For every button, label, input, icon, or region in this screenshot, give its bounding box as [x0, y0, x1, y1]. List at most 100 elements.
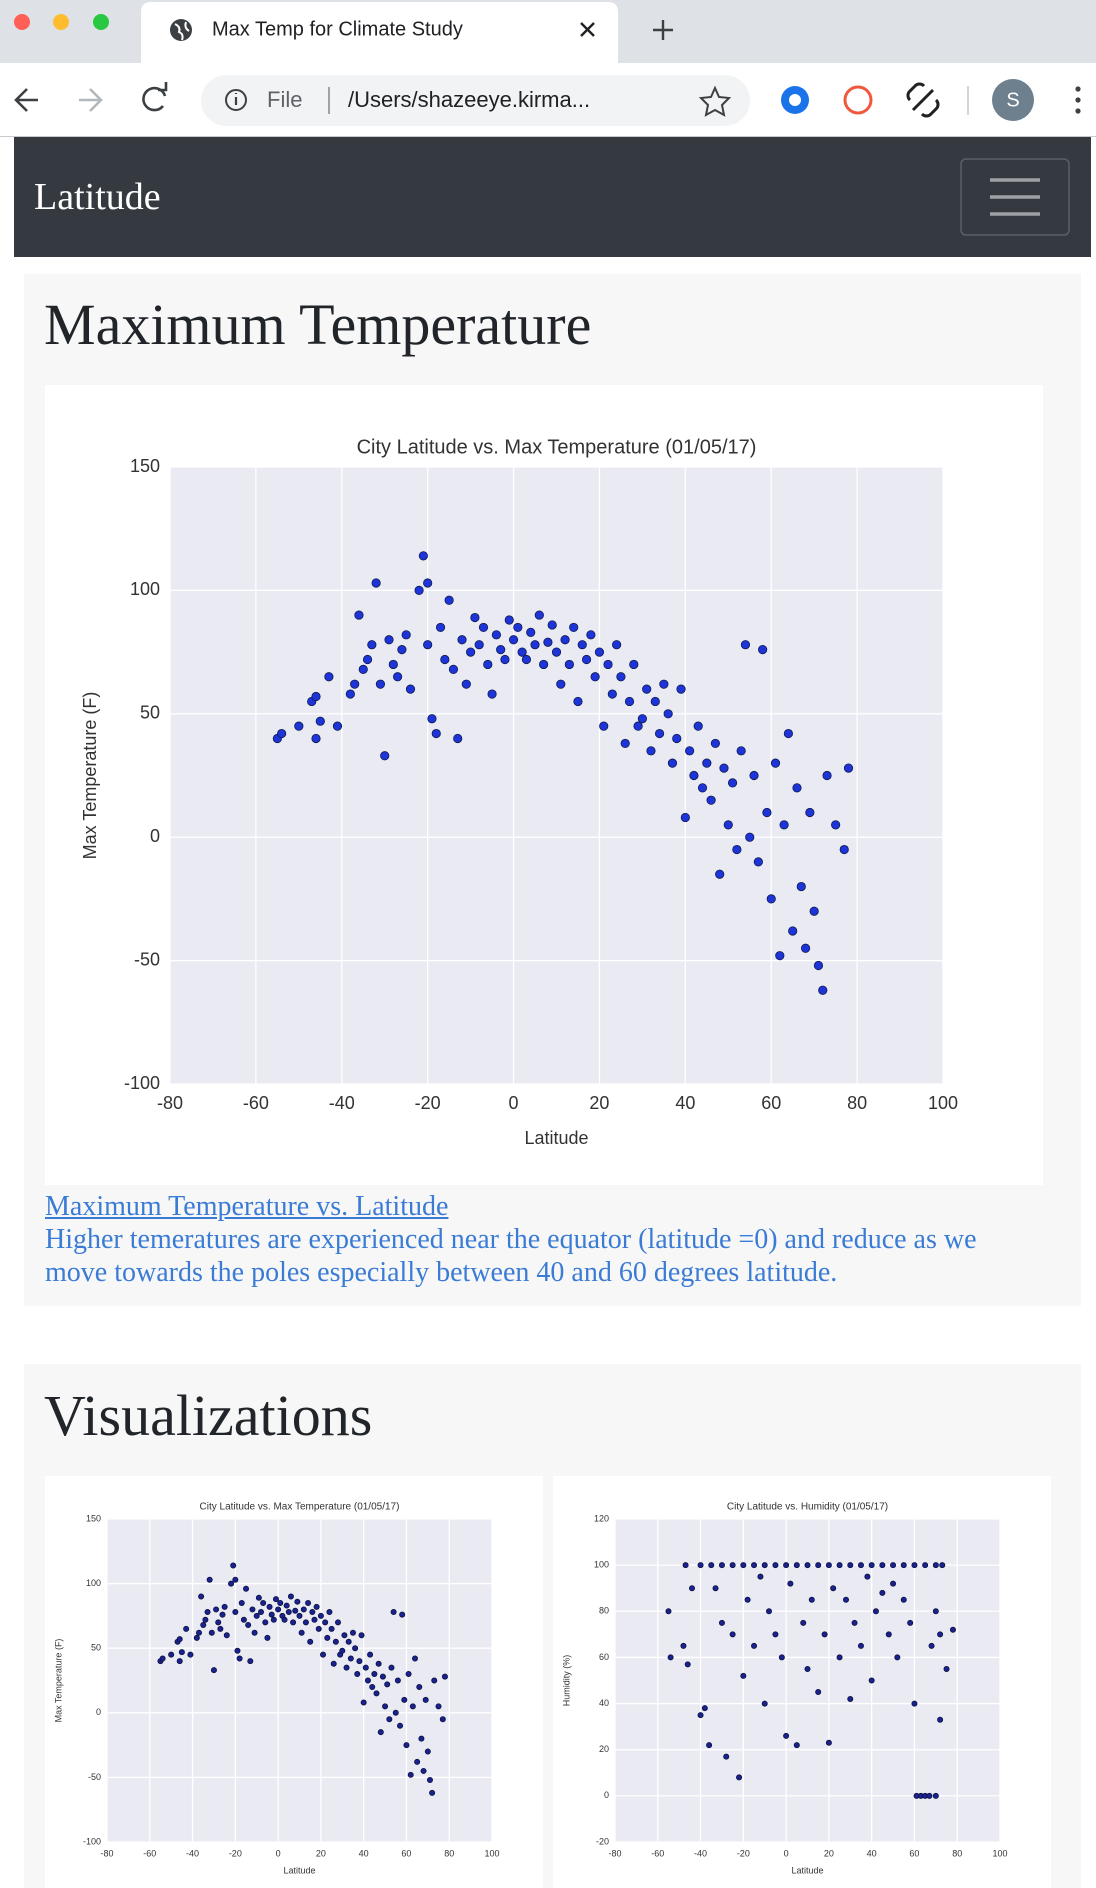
- scatter-point: [740, 640, 751, 650]
- menu-dot[interactable]: [1075, 108, 1081, 114]
- scatter-point: [491, 630, 501, 640]
- scatter-point: [405, 1671, 412, 1678]
- scatter-point: [783, 728, 794, 739]
- info-icon[interactable]: [225, 89, 247, 111]
- scatter-point: [358, 1632, 365, 1639]
- scatter-point: [688, 1585, 695, 1592]
- scatter-point: [275, 1606, 282, 1613]
- scatter-point: [334, 1619, 341, 1626]
- scatter-point: [253, 1612, 260, 1619]
- scatter-point: [932, 1608, 939, 1615]
- y-tick-label: -50: [88, 1772, 101, 1782]
- scatter-point: [629, 659, 639, 670]
- close-light[interactable]: [14, 14, 30, 30]
- scatter-point: [309, 1609, 316, 1616]
- tab-title[interactable]: Max Temp for Climate Study: [212, 18, 463, 40]
- scatter-point: [594, 647, 605, 657]
- scatter-point: [397, 645, 407, 655]
- scatter-point: [168, 1651, 175, 1658]
- scatter-point: [474, 640, 484, 650]
- scatter-point: [530, 640, 540, 650]
- x-tick-label: 100: [992, 1848, 1007, 1858]
- scatter-point: [702, 758, 712, 768]
- minimize-light[interactable]: [53, 14, 69, 30]
- scatter-point: [341, 1632, 348, 1639]
- scatter-point: [300, 1606, 307, 1613]
- extension-2[interactable]: [843, 85, 873, 115]
- x-tick-label: 0: [276, 1848, 281, 1858]
- scatter-point: [390, 1609, 397, 1616]
- extension-3[interactable]: [906, 82, 940, 118]
- avatar[interactable]: [992, 79, 1034, 121]
- scatter-point: [424, 1748, 431, 1755]
- scatter-point: [296, 1612, 303, 1619]
- scatter-point: [857, 1562, 864, 1569]
- scatter-point: [847, 1562, 854, 1569]
- scatter-point: [751, 1642, 758, 1649]
- scatter-point: [418, 1735, 425, 1742]
- scatter-point: [900, 1562, 907, 1569]
- scatter-point: [646, 746, 656, 756]
- tab-close[interactable]: [580, 22, 595, 37]
- scatter-point: [255, 1594, 262, 1601]
- scatter-point: [210, 1667, 217, 1674]
- scatter-point: [727, 778, 738, 788]
- zoom-light[interactable]: [93, 14, 109, 30]
- scatter-point: [708, 1562, 715, 1569]
- menu-dot[interactable]: [1075, 97, 1081, 103]
- scatter-point: [637, 714, 647, 724]
- forward-button[interactable]: [79, 88, 103, 112]
- scatter-point: [697, 1562, 704, 1569]
- scatter-point: [219, 1611, 226, 1618]
- bookmark-star[interactable]: [698, 85, 732, 117]
- scatter-point: [926, 1792, 933, 1799]
- menu-dot[interactable]: [1075, 86, 1081, 92]
- back-button[interactable]: [14, 88, 38, 112]
- scatter-point: [249, 1606, 256, 1613]
- scatter-point: [922, 1562, 929, 1569]
- scatter-point: [517, 647, 527, 657]
- scatter-point: [264, 1634, 271, 1641]
- active-tab[interactable]: [141, 2, 618, 63]
- scatter-point: [431, 1677, 438, 1684]
- y-tick-label: -50: [134, 949, 160, 969]
- y-tick-label: 0: [150, 826, 160, 846]
- scatter-point: [277, 728, 287, 739]
- url-text[interactable]: /Users/shazeeye.kirma...: [348, 87, 590, 112]
- scatter-point: [890, 1580, 897, 1587]
- scatter-point: [315, 716, 325, 726]
- scatter-point: [667, 758, 678, 768]
- scatter-point: [401, 1696, 408, 1703]
- x-tick-label: -80: [157, 1093, 183, 1113]
- scatter-point: [907, 1619, 914, 1626]
- section-heading: Visualizations: [44, 1383, 373, 1448]
- scatter-point: [448, 664, 459, 674]
- scatter-point: [793, 1742, 800, 1749]
- scatter-point: [457, 635, 467, 645]
- scatter-point: [423, 578, 433, 588]
- x-axis-label: Latitude: [283, 1865, 315, 1875]
- scatter-point: [560, 635, 570, 645]
- scatter-point: [685, 746, 695, 756]
- scatter-point: [352, 1645, 359, 1652]
- scatter-point: [836, 1562, 843, 1569]
- navbar-brand[interactable]: Latitude: [34, 176, 161, 218]
- scatter-point: [367, 1651, 374, 1658]
- scatter-point: [403, 1742, 410, 1749]
- scatter-point: [857, 1642, 864, 1649]
- scatter-point: [943, 1665, 950, 1672]
- navbar-toggler[interactable]: [960, 158, 1072, 238]
- scatter-point: [213, 1606, 220, 1613]
- scatter-point: [547, 620, 557, 630]
- scatter-point: [393, 672, 403, 682]
- omnibox[interactable]: [201, 75, 750, 126]
- figure-link[interactable]: Maximum Temperature vs. Latitude: [45, 1191, 449, 1222]
- scatter-point: [208, 1629, 215, 1636]
- new-tab[interactable]: [653, 20, 673, 40]
- scatter-point: [534, 610, 544, 620]
- scatter-point: [900, 1596, 907, 1603]
- scatter-point: [787, 1580, 794, 1587]
- scatter-point: [268, 1611, 275, 1618]
- scatter-point: [435, 1703, 442, 1710]
- scatter-point: [431, 728, 441, 739]
